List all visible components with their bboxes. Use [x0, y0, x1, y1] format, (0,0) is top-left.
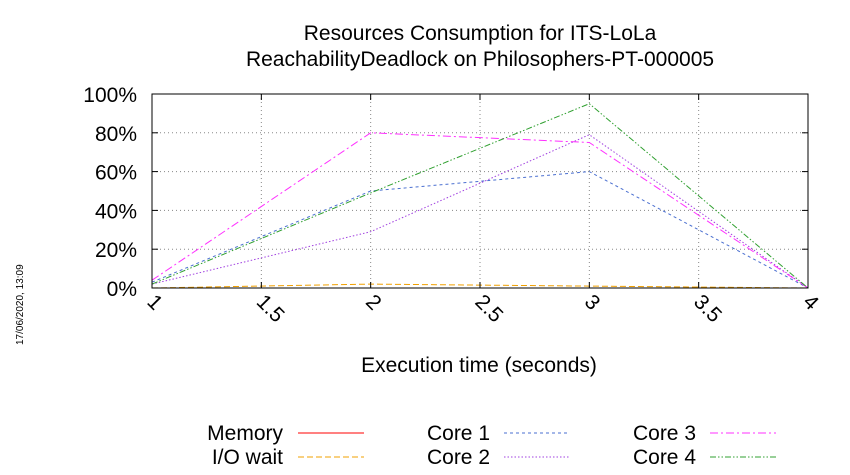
y-tick-label: 100% [83, 84, 137, 107]
series-lines [151, 103, 809, 289]
y-tick-label: 40% [95, 200, 137, 223]
x-axis-label: Execution time (seconds) [361, 354, 597, 377]
series-line-4 [151, 134, 809, 289]
series-line-5 [151, 132, 809, 289]
timestamp: 17/06/2020, 13:09 [15, 264, 26, 345]
grid [152, 94, 808, 288]
chart-title: Resources Consumption for ITS-LoLa [304, 22, 657, 45]
chart-subtitle: ReachabilityDeadlock on Philosophers-PT-… [246, 48, 714, 71]
legend-label: Core 1 [427, 422, 490, 445]
x-tick-label: 4 [798, 290, 823, 315]
legend-label: Core 3 [633, 422, 696, 445]
x-tick-label: 1 [142, 290, 167, 315]
x-tick-label: 2.5 [470, 290, 507, 327]
y-tick-label: 60% [95, 162, 137, 185]
legend-label: Core 4 [633, 446, 696, 469]
x-tick-label: 3 [580, 290, 605, 315]
legend-label: Memory [207, 422, 283, 445]
legend-label: I/O wait [212, 446, 283, 469]
legend-label: Core 2 [427, 446, 490, 469]
y-tick-label: 20% [95, 239, 137, 262]
x-tick-label: 2 [361, 290, 386, 315]
x-tick-label: 1.5 [252, 290, 289, 327]
x-tick-label: 3.5 [689, 290, 726, 327]
y-tick-label: 0% [107, 278, 137, 301]
series-line-6 [151, 103, 809, 289]
y-tick-label: 80% [95, 123, 137, 146]
ticks: 0% 20% 40% 60% 80% 100% 1 1.5 2 2.5 3 3.5 4 [83, 84, 823, 327]
